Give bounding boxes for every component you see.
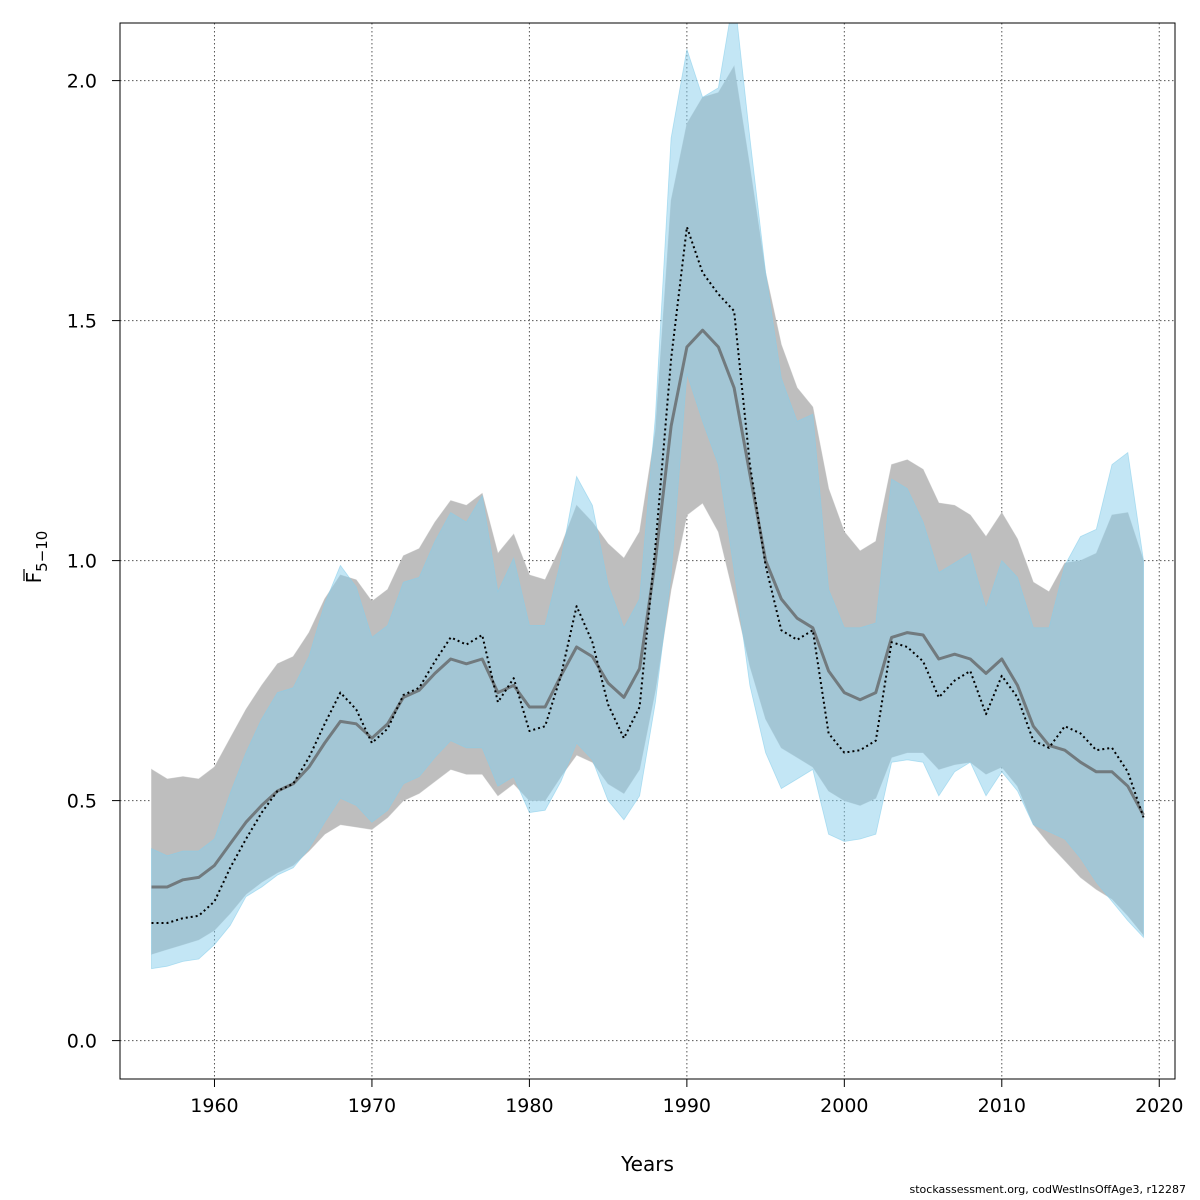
plot-frame (119, 22, 1176, 1080)
y-axis-title-main: F (22, 572, 46, 584)
line-base (151, 328, 1145, 889)
band-compared (151, 23, 1144, 970)
y-tick-label: 2.0 (67, 71, 97, 93)
y-tick-label: 1.0 (67, 551, 97, 573)
x-tick-label: 2020 (1135, 1095, 1183, 1117)
estimate-lines (151, 226, 1145, 924)
footer-note: stockassessment.org, codWestInsOffAge3, … (909, 1183, 1187, 1196)
confidence-bands (151, 23, 1144, 970)
y-tick-label: 0.0 (67, 1031, 97, 1053)
y-axis-title: F5−10 (22, 531, 51, 584)
x-tick-label: 1980 (505, 1095, 553, 1117)
y-tick-label: 0.5 (67, 791, 97, 813)
svg-text:F5−10: F5−10 (22, 531, 51, 584)
x-tick-label: 1990 (663, 1095, 711, 1117)
x-tick-label: 2010 (978, 1095, 1026, 1117)
x-axis-title: Years (620, 1152, 674, 1176)
x-tick-label: 1970 (348, 1095, 396, 1117)
y-tick-label: 1.5 (67, 311, 97, 333)
y-axis-title-sub: 5−10 (33, 531, 51, 572)
axes: 1960 1970 1980 1990 2000 2010 2020 0.0 0.5 1.0 1.5… (67, 71, 1184, 1117)
x-tick-label: 2000 (820, 1095, 868, 1117)
x-tick-label: 1960 (190, 1095, 238, 1117)
